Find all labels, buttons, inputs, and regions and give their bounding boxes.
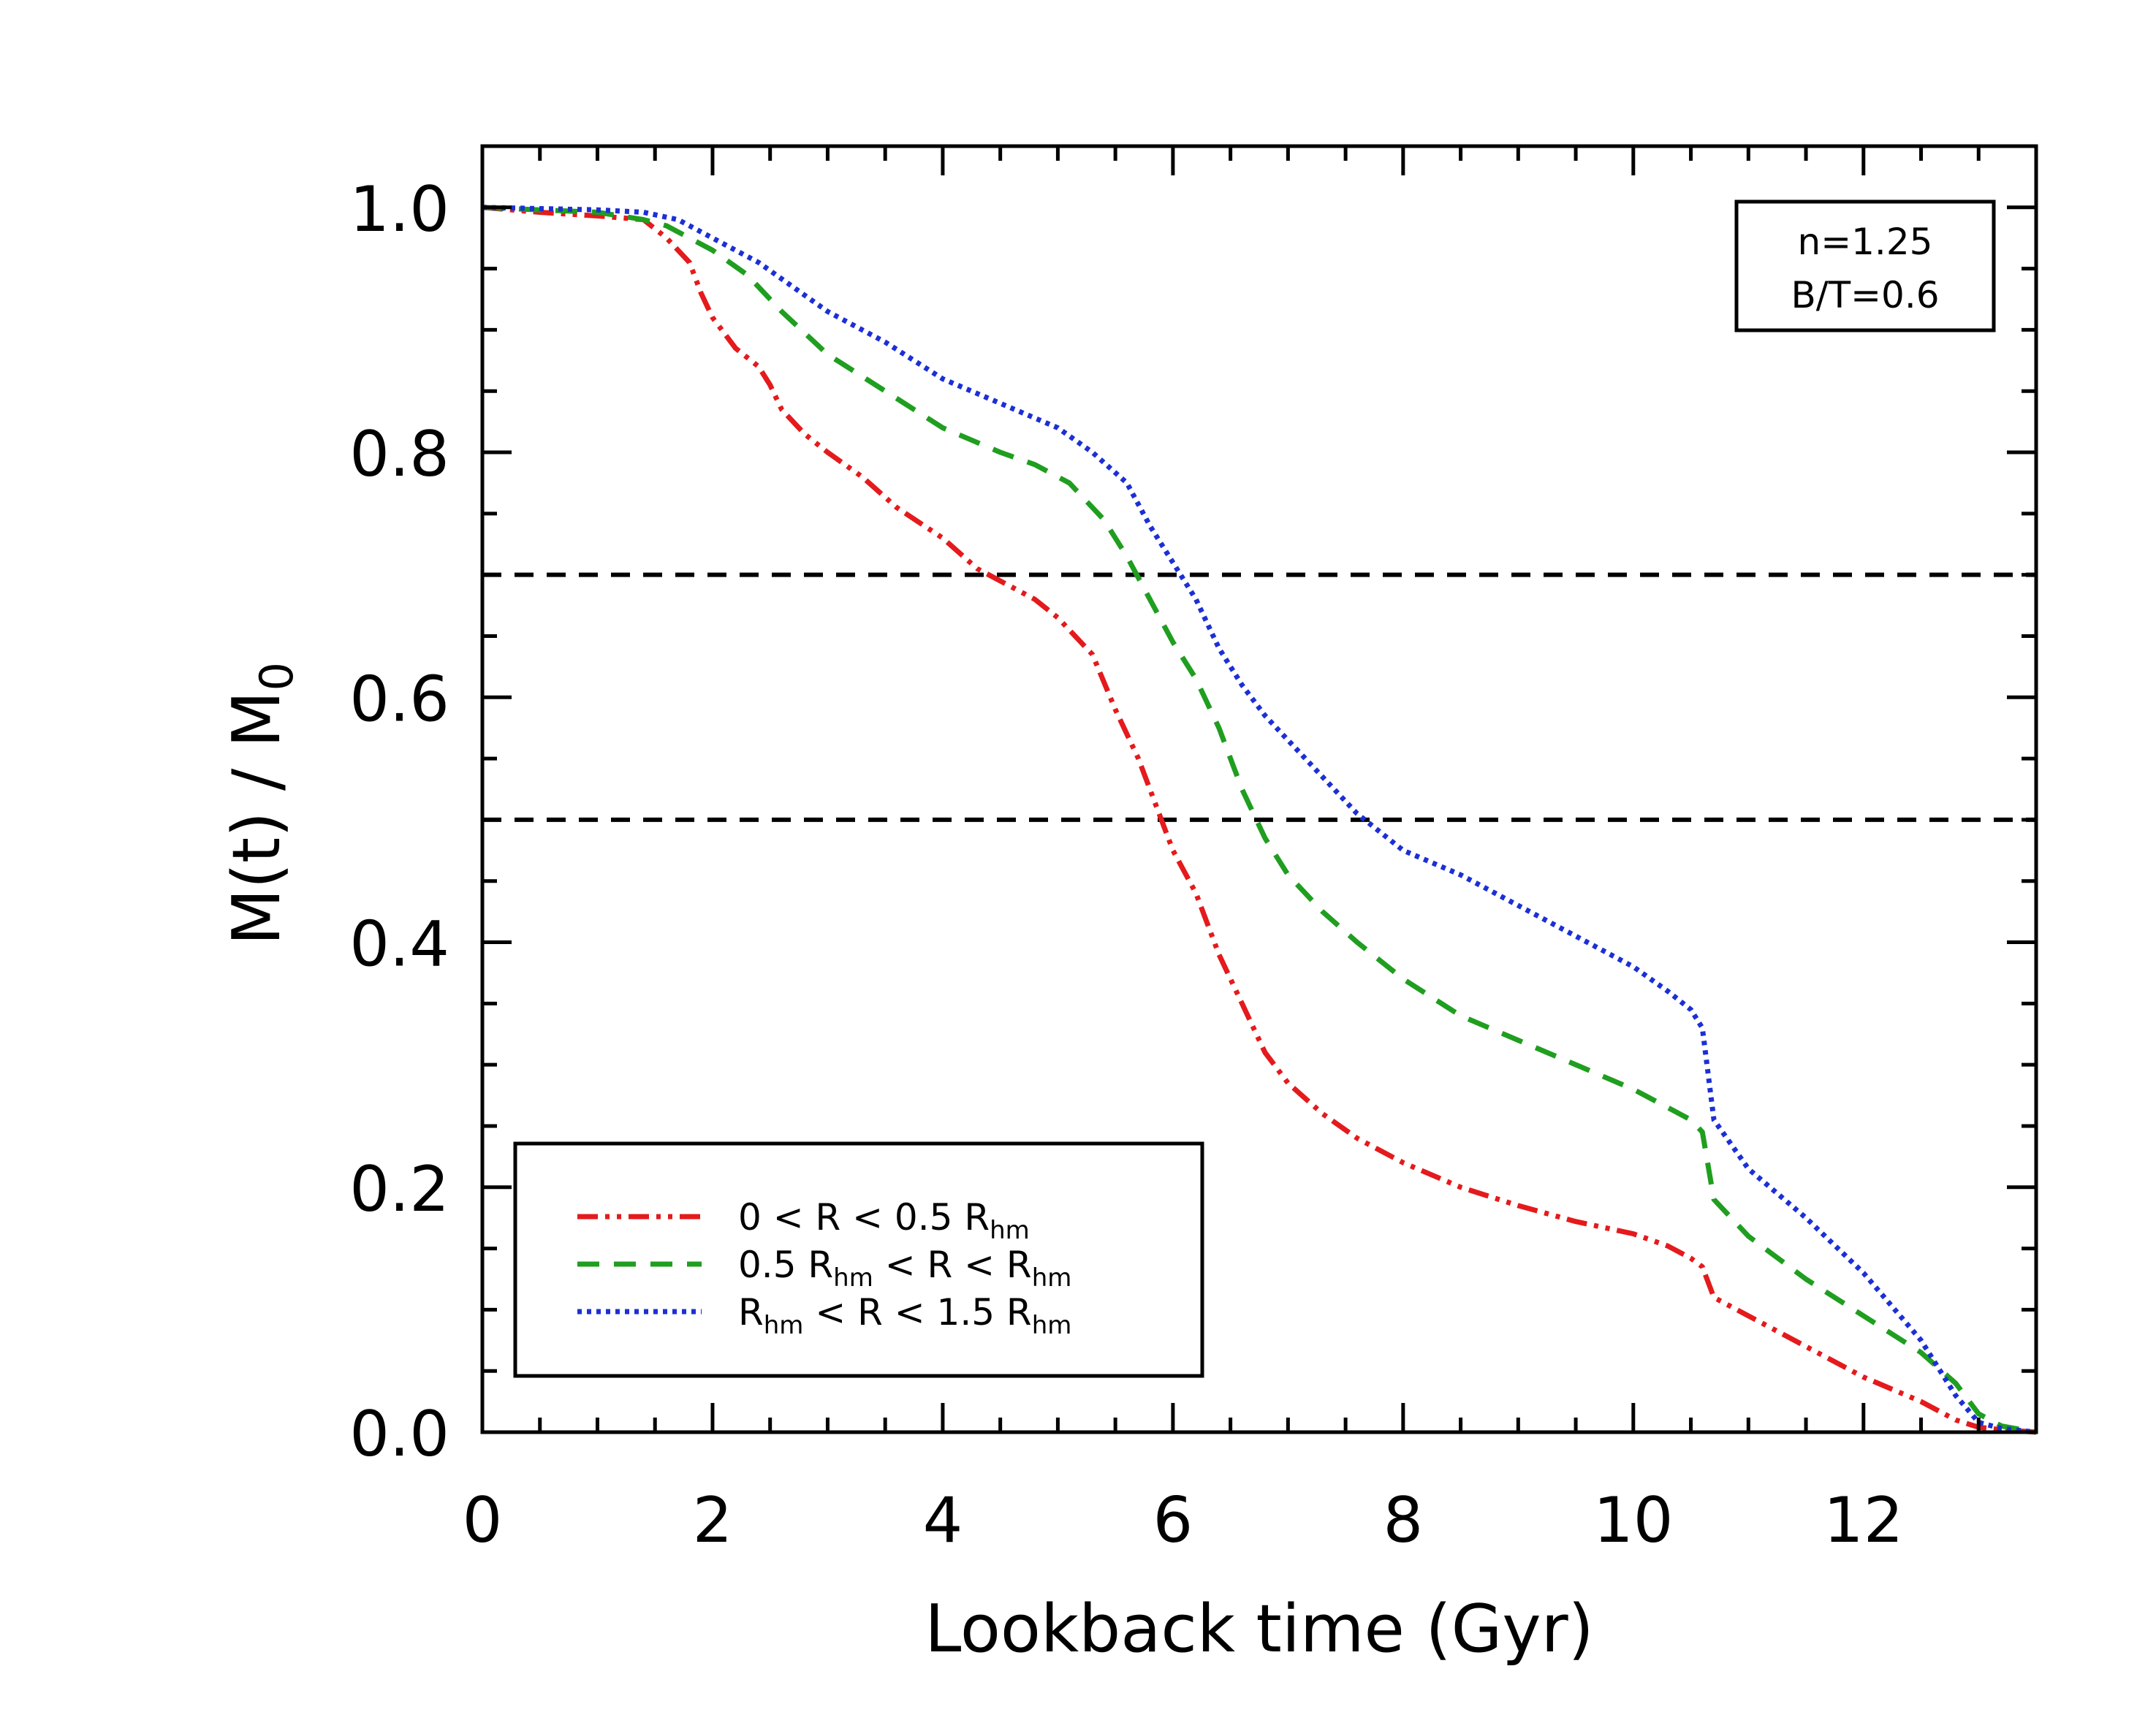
legend-label-1: 0 < R < 0.5 Rhm xyxy=(738,1196,1030,1245)
plot-frame xyxy=(480,144,2038,1434)
y-axis-label: M(t) / M0 xyxy=(219,662,303,946)
annotation-line-1: n=1.25 xyxy=(1798,221,1933,263)
x-tick-label: 12 xyxy=(1823,1484,1903,1557)
y-tick-label: 0.6 xyxy=(349,663,449,736)
x-axis-label: Lookback time (Gyr) xyxy=(925,1591,1593,1667)
annotation-box: n=1.25 B/T=0.6 xyxy=(1734,199,1996,332)
legend-label-3: Rhm < R < 1.5 Rhm xyxy=(738,1291,1071,1340)
series-line-2 xyxy=(482,205,2037,1435)
legend-label-2: 0.5 Rhm < R < Rhm xyxy=(738,1244,1071,1293)
x-tick-labels: 0 2 4 6 8 10 12 xyxy=(463,1484,1904,1557)
x-tick-label: 8 xyxy=(1383,1484,1423,1557)
series-layer xyxy=(482,205,2037,1435)
x-tick-label: 6 xyxy=(1153,1484,1193,1557)
series-line-3 xyxy=(482,205,2037,1435)
y-tick-label: 0.8 xyxy=(349,418,449,491)
annotation-frame xyxy=(1734,199,1996,332)
y-tick-label: 1.0 xyxy=(349,173,449,246)
annotation-line-2: B/T=0.6 xyxy=(1791,274,1939,316)
y-tick-label: 0.0 xyxy=(349,1398,449,1471)
x-tick-label: 4 xyxy=(923,1484,963,1557)
x-tick-label: 10 xyxy=(1593,1484,1673,1557)
y-tick-label: 0.2 xyxy=(349,1153,449,1226)
y-axis-label-sub: 0 xyxy=(250,662,303,691)
x-tick-label: 0 xyxy=(463,1484,503,1557)
series-line-1 xyxy=(482,205,2037,1435)
y-axis-label-main: M(t) / M xyxy=(219,691,295,946)
reference-lines xyxy=(482,572,2036,822)
x-tick-label: 2 xyxy=(693,1484,733,1557)
y-tick-label: 0.4 xyxy=(349,908,449,981)
y-tick-labels: 0.0 0.2 0.4 0.6 0.8 1.0 xyxy=(349,173,449,1471)
legend-frame xyxy=(513,1141,1204,1378)
